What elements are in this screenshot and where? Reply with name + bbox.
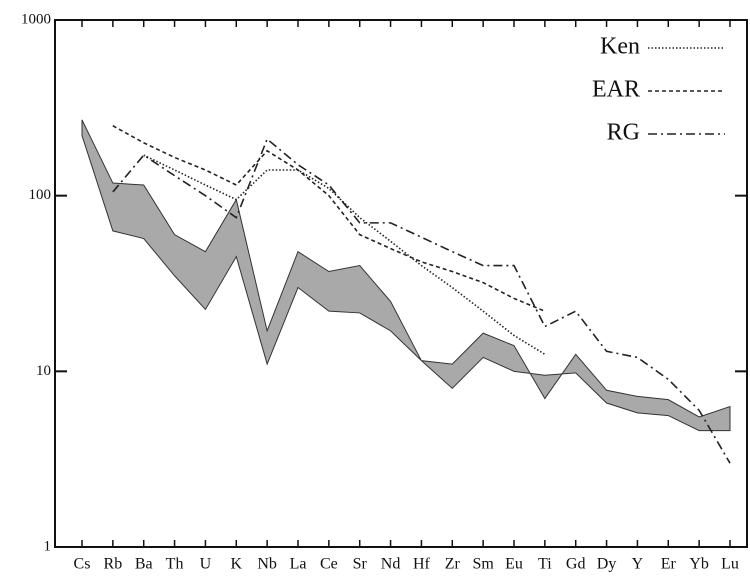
series-line xyxy=(112,137,731,464)
y-tick-label: 100 xyxy=(29,187,52,203)
series-line xyxy=(112,125,546,312)
x-tick-label: Dy xyxy=(597,556,617,573)
range-band xyxy=(81,119,731,432)
x-tick-label: Cs xyxy=(74,556,91,573)
series-line xyxy=(143,154,546,355)
x-tick-label: Ce xyxy=(320,556,338,573)
x-tick-label: Th xyxy=(166,556,184,573)
x-tick-label: Eu xyxy=(505,556,523,573)
x-tick-label: Y xyxy=(632,556,644,573)
x-tick-label: Er xyxy=(661,556,677,573)
x-tick-label: U xyxy=(200,556,212,573)
x-tick-label: K xyxy=(231,556,243,573)
x-tick-label: Ti xyxy=(538,556,552,573)
x-tick-label: Hf xyxy=(413,556,431,573)
x-tick-label: Gd xyxy=(566,556,586,573)
x-tick-label: Ba xyxy=(135,556,153,573)
x-tick-label: Zr xyxy=(445,556,461,573)
y-tick-label: 1000 xyxy=(21,11,51,27)
x-tick-label: La xyxy=(290,556,307,573)
x-tick-label: Nb xyxy=(257,556,277,573)
y-tick-label: 1 xyxy=(44,538,52,554)
x-tick-label: Sm xyxy=(472,556,494,573)
plot-frame xyxy=(54,19,748,548)
x-tick-label: Lu xyxy=(721,556,739,573)
x-tick-label: Rb xyxy=(104,556,123,573)
x-tick-label: Sr xyxy=(353,556,368,573)
y-tick-label: 10 xyxy=(36,363,51,379)
legend-label: RG xyxy=(607,120,640,146)
legend-label: Ken xyxy=(600,34,640,60)
x-tick-label: Nd xyxy=(381,556,401,573)
legend-label: EAR xyxy=(592,77,640,103)
x-tick-label: Yb xyxy=(689,556,709,573)
